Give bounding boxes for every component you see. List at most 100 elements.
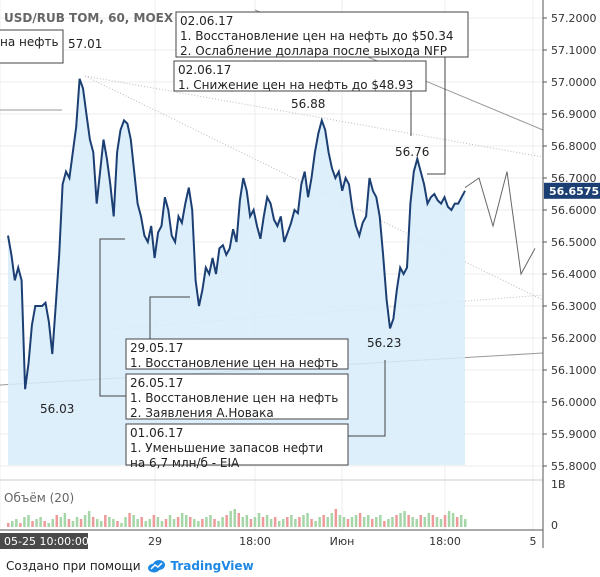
projection-line [464,171,536,276]
annotation-box: 26.05.171. Восстановление цен на нефть2.… [99,238,349,420]
volume-bar [67,519,71,527]
volume-bar [108,517,111,527]
volume-bar [338,515,342,527]
annotation-frame [173,60,427,92]
volume-bar [128,513,131,527]
volume-bar [399,513,402,527]
volume-bar [241,517,245,527]
volume-bar [257,513,261,527]
volume-tick-label: 0 [551,519,558,532]
volume-bar [387,519,390,527]
tradingview-link[interactable]: TradingView [147,559,254,573]
annotation-date: 02.06.17 [178,63,231,77]
annotation-date: 29.05.17 [130,341,183,355]
annotation-line: 1. Восстановление цен на нефть до $50.34 [180,29,454,43]
price-area [8,78,465,466]
volume-bar [423,517,427,527]
annotation-leader [348,360,386,437]
volume-bar [419,515,423,527]
volume-bar [391,517,394,527]
annotation-line: 2. Ослабление доллара после выхода NFP [180,44,447,58]
annotation-leader [149,296,190,339]
volume-bar [152,515,156,527]
volume-bar [427,513,431,527]
volume-bar [411,517,414,527]
volume-bar [136,519,139,527]
volume-bar [310,519,313,527]
volume-bar [193,519,196,527]
volume-bar [197,521,200,527]
y-tick-label: 56.3000 [551,300,597,313]
volume-bar [298,517,301,527]
price-label: 56.23 [367,336,401,350]
volume-bar [354,515,358,527]
volume-bar [225,515,228,527]
volume-bar [253,517,257,527]
volume-bar [120,523,123,527]
annotation-partial-text: на нефть [0,35,59,49]
volume-bar [144,521,148,527]
volume-bar [63,513,67,527]
volume-bar [213,519,216,527]
volume-bar [160,521,164,527]
volume-bar [100,521,103,527]
volume-bar [7,523,10,527]
last-price-tag [544,182,600,199]
price-label: 57.01 [68,37,102,51]
volume-bar [322,515,325,527]
volume-bar [294,519,297,527]
volume-bar [83,515,87,527]
volume-bar [366,515,370,527]
annotation-line: 1. Снижение цен на нефть до $48.93 [178,78,413,92]
volume-bar [342,517,346,527]
annotation-frame [125,423,349,466]
volume-bar [184,515,188,527]
annotation-frame [175,11,469,58]
volume-bar [249,519,253,527]
volume-bar [35,519,38,527]
price-labels: 57.01 56.88 56.76 56.23 56.03 [40,37,429,416]
y-tick-label: 56.0000 [551,396,597,409]
trend-line-fan [84,75,544,301]
volume-bar [116,521,119,527]
volume-bar [358,513,362,527]
x-tick-label: 18:00 [239,535,271,548]
volume-bar [290,515,293,527]
volume-bar [91,517,95,527]
volume-bar [124,517,127,527]
volume-bar [148,519,152,527]
annotation-date: 02.06.17 [180,14,233,28]
y-tick-label: 56.7000 [551,172,597,185]
volume-tick-label: 1B [551,478,566,491]
volume-bar [188,517,192,527]
chart-title: USD/RUB TOM, 60, MOEX [4,11,174,25]
volume-bar [51,519,54,527]
volume-bar [302,515,305,527]
volume-bar [221,517,224,527]
volume-bar [370,519,374,527]
annotation-leader [99,238,126,397]
volume-label: Объём (20) [4,491,74,505]
y-tick-label: 55.9000 [551,428,597,441]
volume-bar [261,517,265,527]
volume-bar [286,517,289,527]
price-line [7,78,466,390]
volume-bar [383,521,386,527]
annotation-date: 26.05.17 [130,376,183,390]
volume-bar [447,511,451,527]
x-tick-label: 5 [530,535,537,548]
volume-bar [132,515,135,527]
volume-bar [156,517,160,527]
volume-bar [59,517,63,527]
volume-bar [43,521,46,527]
volume-bar [140,517,143,527]
volume-bar [277,521,281,527]
y-axis: 57.2000 57.1000 57.0000 56.9000 56.8000 56.70… [542,0,600,555]
volume-bar [435,517,439,527]
x-start-tag [0,533,88,549]
annotation-box: 02.06.171. Восстановление цен на нефть д… [175,11,469,175]
volume-bar [15,519,18,527]
volume-bar [201,519,204,527]
volume-bar [362,517,366,527]
